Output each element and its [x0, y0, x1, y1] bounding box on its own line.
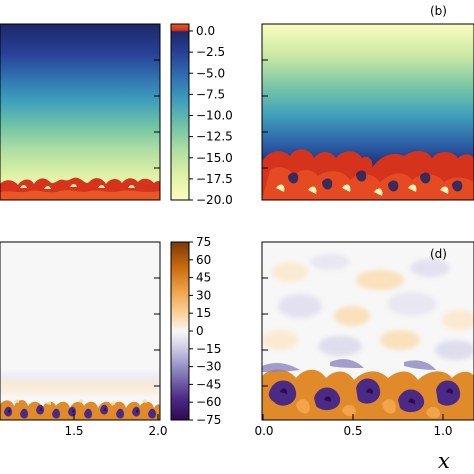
x-axis-label: x — [438, 449, 450, 473]
colorbar-c-tick-label: 15 — [196, 306, 211, 320]
colorbar-c-tick-label: −15 — [196, 342, 221, 356]
panel-b: (b) — [261, 4, 474, 201]
colorbar-a: 0.0 −2.5 −5.0 −7.5 −10.0 −12.5 −15.0 −17.5 −20.0 — [170, 23, 233, 207]
colorbar-c-ticks: 75 60 45 30 15 0 −15 −30 −45 −60 −75 — [189, 235, 221, 427]
panel-d-xtick-3: 1.0 — [433, 424, 452, 438]
panel-b-frame — [261, 23, 474, 201]
colorbar-c-tick-label: 60 — [196, 253, 211, 267]
panel-d-yticks — [262, 277, 268, 387]
panel-c-frame — [0, 241, 161, 421]
panel-d-frame — [261, 241, 474, 421]
colorbar-c-tick-label: 30 — [196, 288, 211, 302]
colorbar-a-tick-label: 0.0 — [196, 24, 215, 38]
panel-b-plumes — [262, 149, 474, 200]
panel-d-xticks — [262, 414, 444, 420]
panel-d-xtick-2: 0.5 — [343, 424, 362, 438]
colorbar-a-tick-label: −17.5 — [196, 172, 233, 186]
panel-d-label: (d) — [430, 247, 447, 261]
colorbar-c-tick-label: 75 — [196, 235, 211, 249]
colorbar-a-ticks: 0.0 −2.5 −5.0 −7.5 −10.0 −12.5 −15.0 −17.5 −20.0 — [189, 24, 233, 207]
colorbar-c-tick-label: 45 — [196, 271, 211, 285]
colorbar-a-tick-label: −12.5 — [196, 130, 233, 144]
panel-c-xticks — [73, 414, 159, 420]
panel-b-label: (b) — [430, 4, 447, 18]
panel-a-field — [0, 24, 160, 200]
colorbar-a-tick-label: −10.0 — [196, 109, 233, 123]
panel-a-frame — [0, 23, 161, 201]
colorbar-c: 75 60 45 30 15 0 −15 −30 −45 −60 −75 — [170, 235, 221, 427]
panel-a-front — [0, 177, 160, 200]
panel-c-yticks — [154, 277, 160, 387]
colorbar-a-tick-label: −20.0 — [196, 193, 233, 207]
panel-a-yticks — [154, 59, 160, 169]
panel-c-xtick-2: 2.0 — [148, 424, 167, 438]
colorbar-c-tick-label: 0 — [196, 324, 204, 338]
panel-d-vortices — [262, 254, 474, 420]
colorbar-c-tick-label: −30 — [196, 360, 221, 374]
colorbar-a-tick-label: −2.5 — [196, 45, 225, 59]
panel-b-yticks — [262, 59, 268, 169]
colorbar-a-tick-label: −5.0 — [196, 66, 225, 80]
colorbar-c-tick-label: −60 — [196, 395, 221, 409]
colorbar-a-tick-label: −7.5 — [196, 87, 225, 101]
colorbar-c-gradient — [170, 241, 190, 421]
panel-c: 1.5 2.0 — [0, 241, 168, 438]
colorbar-c-tick-label: −45 — [196, 377, 221, 391]
panel-d: 0.0 0.5 1.0 (d) x — [254, 241, 474, 473]
colorbar-c-tick-label: −75 — [196, 413, 221, 427]
panel-a — [0, 23, 161, 201]
panel-d-xtick-1: 0.0 — [254, 424, 273, 438]
panel-c-vortices — [0, 372, 160, 420]
colorbar-a-tick-label: −15.0 — [196, 151, 233, 165]
panel-c-xtick-1: 1.5 — [64, 424, 83, 438]
colorbar-a-gradient — [170, 23, 190, 201]
